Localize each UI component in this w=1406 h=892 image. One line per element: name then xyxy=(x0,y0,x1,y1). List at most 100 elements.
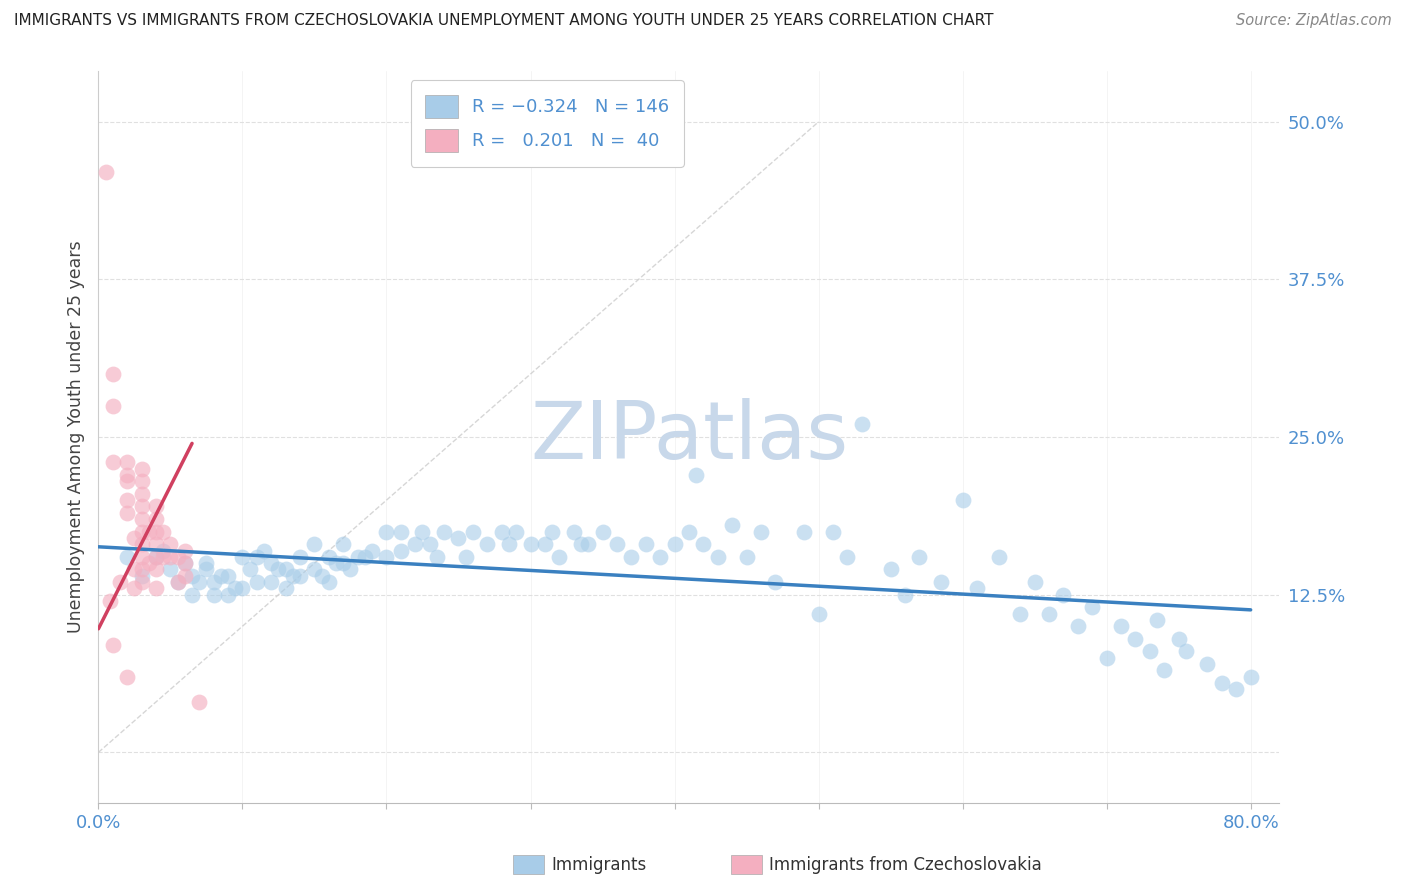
Point xyxy=(138,556,160,570)
Point xyxy=(115,474,138,488)
Point xyxy=(735,549,758,564)
Point xyxy=(851,417,873,432)
Point xyxy=(498,537,520,551)
Point xyxy=(411,524,433,539)
Point xyxy=(124,582,146,596)
Point xyxy=(929,575,952,590)
Point xyxy=(246,575,269,590)
Point xyxy=(1081,600,1104,615)
Point xyxy=(209,569,232,583)
Point xyxy=(332,537,354,551)
Point xyxy=(339,562,361,576)
Point xyxy=(115,506,138,520)
Point xyxy=(1109,619,1132,633)
Point xyxy=(101,399,124,413)
Point xyxy=(195,562,218,576)
Point xyxy=(195,556,218,570)
Point xyxy=(389,543,412,558)
Point xyxy=(1052,588,1074,602)
Point xyxy=(1153,664,1175,678)
Point xyxy=(505,524,527,539)
Point xyxy=(131,569,153,583)
Point xyxy=(1211,676,1233,690)
Point xyxy=(987,549,1010,564)
Point xyxy=(131,512,153,526)
Text: IMMIGRANTS VS IMMIGRANTS FROM CZECHOSLOVAKIA UNEMPLOYMENT AMONG YOUTH UNDER 25 Y: IMMIGRANTS VS IMMIGRANTS FROM CZECHOSLOV… xyxy=(14,13,994,29)
Point xyxy=(131,487,153,501)
Point xyxy=(634,537,657,551)
Point xyxy=(94,165,117,179)
Point xyxy=(1240,670,1263,684)
Point xyxy=(706,549,728,564)
Point xyxy=(138,524,160,539)
Point xyxy=(274,582,297,596)
Point xyxy=(131,524,153,539)
Point xyxy=(145,549,167,564)
Point xyxy=(115,467,138,482)
Point xyxy=(145,500,167,514)
Point xyxy=(1067,619,1090,633)
Point xyxy=(101,455,124,469)
Point xyxy=(749,524,772,539)
Point xyxy=(288,549,311,564)
Point xyxy=(124,531,146,545)
Point xyxy=(1139,644,1161,658)
Point xyxy=(274,562,297,576)
Point xyxy=(115,549,138,564)
Point xyxy=(606,537,628,551)
Point xyxy=(173,556,195,570)
Point xyxy=(239,562,262,576)
Point xyxy=(375,549,398,564)
Point xyxy=(332,556,354,570)
Point xyxy=(260,575,283,590)
Point xyxy=(115,493,138,508)
Point xyxy=(131,500,153,514)
Point xyxy=(1095,650,1118,665)
Text: ZIPatlas: ZIPatlas xyxy=(530,398,848,476)
Point xyxy=(534,537,557,551)
Point xyxy=(821,524,844,539)
Legend: R = −0.324   N = 146, R =   0.201   N =  40: R = −0.324 N = 146, R = 0.201 N = 40 xyxy=(411,80,683,167)
Point xyxy=(894,588,917,602)
Point xyxy=(685,467,707,482)
Point xyxy=(101,367,124,381)
Point xyxy=(454,549,477,564)
Point xyxy=(288,569,311,583)
Point xyxy=(491,524,513,539)
Point xyxy=(541,524,564,539)
Point xyxy=(152,543,174,558)
Point xyxy=(1038,607,1060,621)
Point xyxy=(375,524,398,539)
Point xyxy=(202,588,225,602)
Point xyxy=(145,512,167,526)
Point xyxy=(131,575,153,590)
Point xyxy=(837,549,859,564)
Point xyxy=(908,549,931,564)
Point xyxy=(159,537,181,551)
Point xyxy=(433,524,456,539)
Point xyxy=(159,549,181,564)
Point xyxy=(1167,632,1189,646)
Point xyxy=(260,556,283,570)
Y-axis label: Unemployment Among Youth under 25 years: Unemployment Among Youth under 25 years xyxy=(66,241,84,633)
Point xyxy=(404,537,426,551)
Point xyxy=(304,537,326,551)
Point xyxy=(131,474,153,488)
Point xyxy=(253,543,276,558)
Point xyxy=(664,537,686,551)
Point xyxy=(1225,682,1247,697)
Point xyxy=(477,537,499,551)
Point xyxy=(354,549,377,564)
Point xyxy=(1146,613,1168,627)
Point xyxy=(346,549,368,564)
Point xyxy=(419,537,441,551)
Point xyxy=(1174,644,1197,658)
Point xyxy=(181,569,204,583)
Point xyxy=(173,543,195,558)
Point xyxy=(202,575,225,590)
Point xyxy=(562,524,585,539)
Point xyxy=(115,670,138,684)
Point xyxy=(721,518,744,533)
Point xyxy=(173,556,195,570)
Point xyxy=(131,549,153,564)
